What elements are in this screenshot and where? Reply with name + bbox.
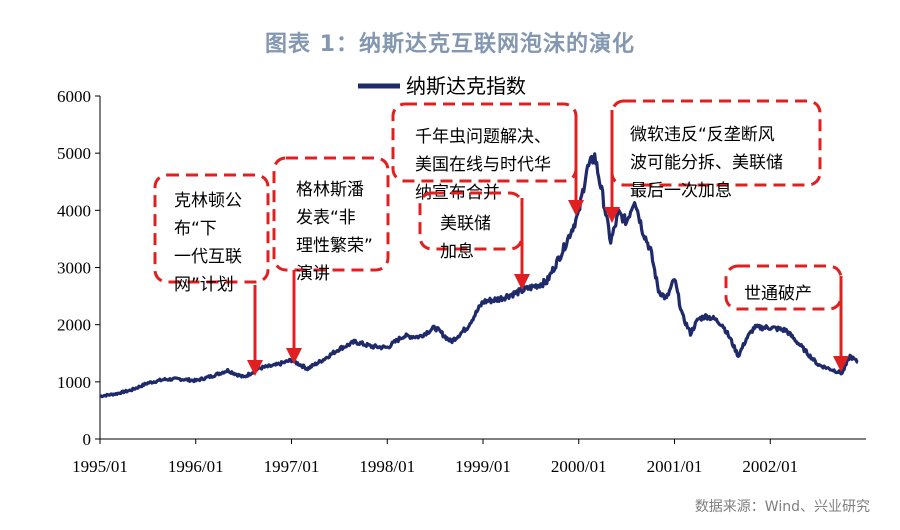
- y-tick-label: 0: [83, 430, 92, 449]
- y-tick-label: 6000: [57, 87, 91, 106]
- y-tick-label: 3000: [57, 259, 91, 278]
- annotation-text: 网”计划: [174, 275, 234, 295]
- annotation-text: 美联储: [440, 214, 491, 234]
- annotation-arrow-head: [568, 200, 584, 216]
- annotation-text: 世通破产: [744, 284, 812, 304]
- x-tick-label: 1997/01: [264, 457, 320, 476]
- annotation-box: [272, 156, 390, 272]
- annotation-text: 波可能分拆、美联储: [630, 153, 783, 173]
- annotation-box: [391, 102, 578, 183]
- y-tick-label: 1000: [57, 373, 91, 392]
- annotation-text: 一代互联: [174, 247, 242, 267]
- nasdaq-series-line: [99, 152, 859, 399]
- annotation-text: 微软违反“反垄断风: [630, 125, 775, 145]
- x-tick-label: 1995/01: [72, 457, 128, 476]
- x-tick-label: 1996/01: [168, 457, 224, 476]
- annotation-text: 演讲: [296, 264, 330, 284]
- x-tick-label: 2002/01: [742, 457, 798, 476]
- y-tick-label: 4000: [57, 201, 91, 220]
- annotation-box: [153, 173, 270, 284]
- annotation-arrow-head: [286, 348, 302, 364]
- annotation-text: 美国在线与时代华: [415, 155, 551, 175]
- annotation-box: [418, 191, 524, 251]
- annotation-text: 发表“非: [296, 208, 356, 228]
- annotation-arrow-head: [833, 356, 849, 372]
- annotation-arrow-head: [604, 207, 620, 223]
- chart-title: 图表 1：纳斯达克互联网泡沫的演化: [265, 32, 635, 57]
- y-tick-label: 5000: [57, 144, 91, 163]
- x-tick-label: 2001/01: [647, 457, 703, 476]
- annotation-text: 布“下: [174, 219, 217, 239]
- annotation-text: 格林斯潘: [296, 180, 364, 200]
- y-tick-label: 2000: [57, 316, 91, 335]
- annotation-text: 千年虫问题解决、: [415, 127, 551, 147]
- annotation-arrow-head: [514, 274, 530, 290]
- x-tick-label: 1999/01: [455, 457, 511, 476]
- x-tick-label: 1998/01: [359, 457, 415, 476]
- annotation-text: 最后一次加息: [630, 181, 732, 201]
- annotation-text: 加息: [440, 242, 474, 262]
- x-tick-label: 2000/01: [551, 457, 607, 476]
- source-note: 数据来源：Wind、兴业研究: [694, 499, 870, 515]
- annotation-text: 克林顿公: [174, 191, 242, 211]
- legend-label: 纳斯达克指数: [406, 74, 526, 98]
- annotation-arrow-head: [247, 360, 263, 376]
- annotation-text: 理性繁荣”: [296, 236, 373, 256]
